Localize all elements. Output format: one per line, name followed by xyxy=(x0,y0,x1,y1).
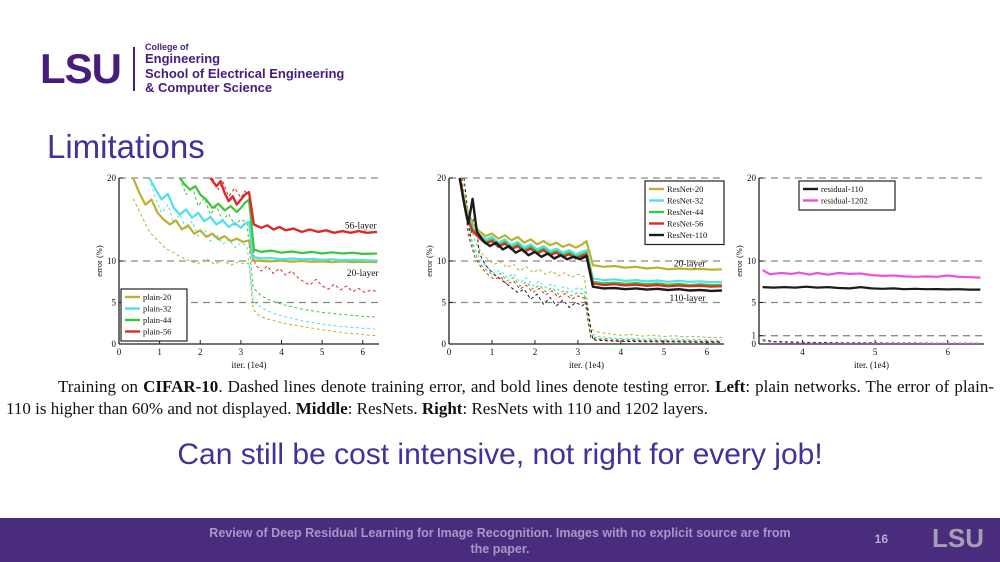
svg-text:iter. (1e4): iter. (1e4) xyxy=(569,360,604,370)
header-divider xyxy=(133,46,135,91)
lsu-logo: LSU xyxy=(40,44,122,92)
svg-text:20-layer: 20-layer xyxy=(347,269,379,279)
page-title: Limitations xyxy=(47,128,205,165)
svg-text:3: 3 xyxy=(576,347,581,357)
svg-text:error (%): error (%) xyxy=(95,245,104,277)
svg-text:56-layer: 56-layer xyxy=(345,222,377,232)
svg-text:2: 2 xyxy=(198,347,203,357)
school-line-1: School of Electrical Engineering xyxy=(145,65,345,81)
svg-text:110-layer: 110-layer xyxy=(669,294,706,304)
svg-text:10: 10 xyxy=(747,256,757,266)
svg-text:5: 5 xyxy=(320,347,325,357)
svg-text:ResNet-44: ResNet-44 xyxy=(667,207,704,217)
svg-text:6: 6 xyxy=(705,347,710,357)
svg-text:ResNet-56: ResNet-56 xyxy=(667,219,703,229)
svg-text:1: 1 xyxy=(490,347,495,357)
svg-text:0: 0 xyxy=(442,339,447,349)
header-text: College of Engineering School of Electri… xyxy=(145,42,344,96)
figure-caption: Training on CIFAR-10. Dashed lines denot… xyxy=(6,377,994,418)
svg-text:residual-110: residual-110 xyxy=(821,184,863,194)
svg-text:20: 20 xyxy=(747,173,757,183)
svg-text:2: 2 xyxy=(533,347,538,357)
svg-text:plain-32: plain-32 xyxy=(143,304,171,314)
figure-panel: 0 5 10 20 0 1 2 3 4 5 6 iter. (1e4) error (%) 56-laye… xyxy=(0,170,1000,372)
chart-plain-networks: 0 5 10 20 0 1 2 3 4 5 6 iter. (1e4) error (%) 56-laye… xyxy=(95,173,379,370)
svg-text:20: 20 xyxy=(437,173,447,183)
svg-text:plain-44: plain-44 xyxy=(143,315,172,325)
footer-attribution: Review of Deep Residual Learning for Ima… xyxy=(209,526,791,557)
footer-lsu-logo: LSU xyxy=(932,523,984,553)
svg-text:plain-56: plain-56 xyxy=(143,327,171,337)
svg-text:10: 10 xyxy=(437,256,447,266)
svg-text:0: 0 xyxy=(447,347,452,357)
svg-text:0: 0 xyxy=(117,347,122,357)
statement-text: Can still be cost intensive, not right f… xyxy=(177,438,823,471)
svg-text:plain-20: plain-20 xyxy=(143,292,171,302)
chart-resnets-110-1202: 01 5 10 20 4 5 6 iter. (1e4) error (%) residual-1… xyxy=(735,173,984,370)
svg-text:1: 1 xyxy=(752,331,757,341)
svg-text:0: 0 xyxy=(112,339,117,349)
svg-text:20-layer: 20-layer xyxy=(674,259,706,269)
svg-text:20: 20 xyxy=(107,173,117,183)
svg-text:3: 3 xyxy=(239,347,244,357)
svg-text:4: 4 xyxy=(800,347,805,357)
svg-text:iter. (1e4): iter. (1e4) xyxy=(232,360,267,370)
svg-text:6: 6 xyxy=(945,347,950,357)
svg-text:ResNet-20: ResNet-20 xyxy=(667,184,703,194)
svg-text:1: 1 xyxy=(157,347,162,357)
svg-text:error (%): error (%) xyxy=(735,245,744,277)
school-line-2: & Computer Science xyxy=(145,80,273,96)
svg-text:iter. (1e4): iter. (1e4) xyxy=(854,360,889,370)
header: LSU College of Engineering School of Ele… xyxy=(40,42,344,96)
svg-text:6: 6 xyxy=(361,347,366,357)
college-of-label: College of xyxy=(145,42,189,52)
svg-text:residual-1202: residual-1202 xyxy=(821,196,868,206)
svg-text:error (%): error (%) xyxy=(425,245,434,277)
chart-resnets: 0 5 10 20 0 1 2 3 4 5 6 iter. (1e4) error (%) 20-laye… xyxy=(425,173,725,370)
page-number: 16 xyxy=(874,532,888,546)
svg-text:5: 5 xyxy=(752,298,757,308)
svg-text:5: 5 xyxy=(662,347,667,357)
svg-text:4: 4 xyxy=(279,347,284,357)
svg-text:5: 5 xyxy=(873,347,878,357)
footer-bar: Review of Deep Residual Learning for Ima… xyxy=(0,518,1000,562)
svg-text:4: 4 xyxy=(619,347,624,357)
svg-text:ResNet-110: ResNet-110 xyxy=(667,230,707,240)
svg-text:5: 5 xyxy=(112,298,117,308)
svg-text:10: 10 xyxy=(107,256,117,266)
svg-text:ResNet-32: ResNet-32 xyxy=(667,196,703,206)
engineering-label: Engineering xyxy=(145,51,221,67)
svg-text:5: 5 xyxy=(442,298,447,308)
svg-text:0: 0 xyxy=(752,339,757,349)
